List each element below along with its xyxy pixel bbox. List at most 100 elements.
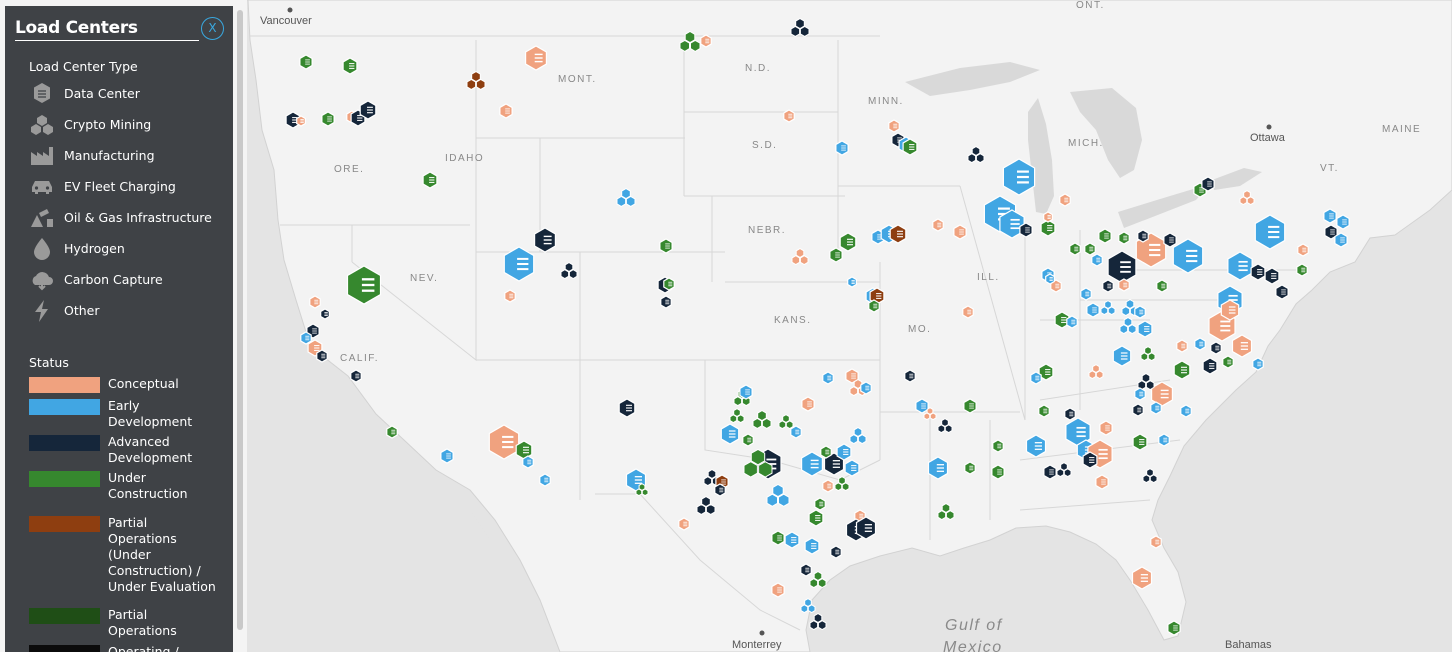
crypto-mining-marker[interactable] <box>679 30 701 52</box>
crypto-mining-marker[interactable] <box>923 407 937 421</box>
data-center-marker[interactable] <box>1069 242 1081 256</box>
status-item[interactable]: Conceptual <box>29 376 218 393</box>
data-center-marker[interactable] <box>1025 434 1047 458</box>
crypto-mining-marker[interactable] <box>752 410 772 429</box>
data-center-marker[interactable] <box>1137 320 1153 338</box>
crypto-mining-marker[interactable] <box>1239 190 1255 206</box>
data-center-marker[interactable] <box>830 545 842 559</box>
data-center-marker[interactable] <box>659 238 673 254</box>
crypto-mining-marker[interactable] <box>1119 317 1137 335</box>
data-center-marker[interactable] <box>845 368 859 384</box>
data-center-marker[interactable] <box>660 295 672 309</box>
type-item-hydrogen[interactable]: Hydrogen <box>29 235 125 261</box>
data-center-marker[interactable] <box>822 479 834 493</box>
data-center-marker[interactable] <box>1098 228 1112 244</box>
data-center-marker[interactable] <box>1019 222 1033 238</box>
data-center-marker[interactable] <box>300 331 312 345</box>
crypto-mining-marker[interactable] <box>937 418 953 434</box>
crypto-mining-marker[interactable] <box>743 448 773 478</box>
data-center-marker[interactable] <box>790 425 802 439</box>
data-center-marker[interactable] <box>700 34 712 48</box>
data-center-marker[interactable] <box>1002 158 1036 196</box>
data-center-marker[interactable] <box>804 537 820 555</box>
data-center-marker[interactable] <box>299 54 313 70</box>
crypto-mining-marker[interactable] <box>1056 462 1072 478</box>
data-center-marker[interactable] <box>902 138 918 156</box>
data-center-marker[interactable] <box>1220 299 1240 321</box>
data-center-marker[interactable] <box>1231 334 1253 358</box>
crypto-mining-marker[interactable] <box>766 483 790 507</box>
data-center-marker[interactable] <box>1296 263 1308 277</box>
type-item-manufacturing[interactable]: Manufacturing <box>29 142 155 168</box>
data-center-marker[interactable] <box>801 396 815 412</box>
data-center-marker[interactable] <box>771 530 785 546</box>
crypto-mining-marker[interactable] <box>616 188 636 207</box>
data-center-marker[interactable] <box>1172 238 1204 274</box>
crypto-mining-marker[interactable] <box>790 18 810 37</box>
data-center-marker[interactable] <box>932 218 944 232</box>
data-center-marker[interactable] <box>678 517 690 531</box>
data-center-marker[interactable] <box>1156 279 1168 293</box>
status-item[interactable]: Partial Operations <box>29 607 218 639</box>
data-center-marker[interactable] <box>525 45 547 71</box>
data-center-marker[interactable] <box>663 277 675 291</box>
crypto-mining-marker[interactable] <box>967 146 985 164</box>
data-center-marker[interactable] <box>1043 211 1053 223</box>
data-center-marker[interactable] <box>720 423 740 445</box>
data-center-marker[interactable] <box>1132 403 1144 417</box>
crypto-mining-marker[interactable] <box>809 613 827 631</box>
data-center-marker[interactable] <box>860 381 872 395</box>
data-center-marker[interactable] <box>309 295 321 309</box>
crypto-mining-marker[interactable] <box>1088 364 1104 380</box>
data-center-marker[interactable] <box>422 171 438 189</box>
data-center-marker[interactable] <box>1099 420 1113 436</box>
data-center-marker[interactable] <box>488 424 520 460</box>
data-center-marker[interactable] <box>820 445 832 459</box>
status-item[interactable]: Advanced Development <box>29 434 218 466</box>
data-center-marker[interactable] <box>992 439 1004 453</box>
data-center-marker[interactable] <box>991 464 1005 480</box>
data-center-marker[interactable] <box>503 246 535 282</box>
data-center-marker[interactable] <box>962 305 974 319</box>
data-center-marker[interactable] <box>1134 305 1146 319</box>
data-center-marker[interactable] <box>927 456 949 480</box>
data-center-marker[interactable] <box>346 265 382 305</box>
data-center-marker[interactable] <box>1131 566 1153 590</box>
data-center-marker[interactable] <box>1222 355 1234 369</box>
data-center-marker[interactable] <box>836 443 852 461</box>
data-center-marker[interactable] <box>321 111 335 127</box>
data-center-marker[interactable] <box>847 276 857 288</box>
data-center-marker[interactable] <box>504 289 516 303</box>
data-center-marker[interactable] <box>1118 278 1130 292</box>
data-center-marker[interactable] <box>1091 253 1103 267</box>
legend-scrollbar[interactable] <box>235 6 245 652</box>
data-center-marker[interactable] <box>534 227 556 253</box>
data-center-marker[interactable] <box>539 473 551 487</box>
data-center-marker[interactable] <box>1086 302 1100 318</box>
data-center-marker[interactable] <box>801 451 823 477</box>
data-center-marker[interactable] <box>1102 279 1114 293</box>
crypto-mining-marker[interactable] <box>834 476 850 492</box>
data-center-marker[interactable] <box>1158 433 1170 447</box>
data-center-marker[interactable] <box>1084 242 1096 256</box>
data-center-marker[interactable] <box>618 398 636 418</box>
type-item-data-center[interactable]: Data Center <box>29 80 140 106</box>
data-center-marker[interactable] <box>771 582 785 598</box>
data-center-marker[interactable] <box>822 371 834 385</box>
crypto-mining-marker[interactable] <box>937 503 955 521</box>
data-center-marker[interactable] <box>1080 287 1092 301</box>
data-center-marker[interactable] <box>386 425 398 439</box>
data-center-marker[interactable] <box>999 209 1025 239</box>
status-item[interactable]: Under Construction <box>29 470 218 502</box>
crypto-mining-marker[interactable] <box>729 408 745 424</box>
data-center-marker[interactable] <box>1163 232 1177 248</box>
data-center-marker[interactable] <box>739 384 753 400</box>
type-item-crypto-mining[interactable]: Crypto Mining <box>29 111 151 137</box>
data-center-marker[interactable] <box>963 398 977 414</box>
crypto-mining-marker[interactable] <box>466 71 486 90</box>
close-button[interactable]: X <box>201 17 224 40</box>
data-center-marker[interactable] <box>1194 337 1206 351</box>
data-center-marker[interactable] <box>1095 474 1109 490</box>
data-center-marker[interactable] <box>888 119 900 133</box>
data-center-marker[interactable] <box>1336 214 1350 230</box>
